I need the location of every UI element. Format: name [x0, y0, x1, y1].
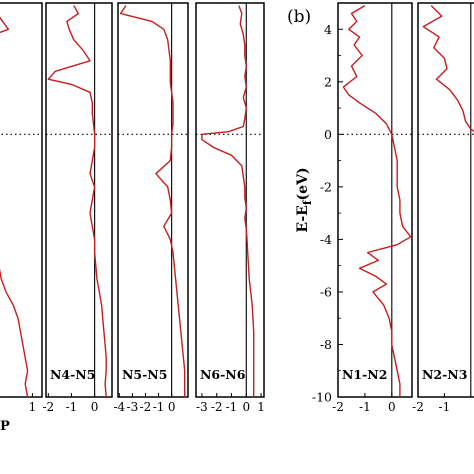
panel-letter: (b)	[287, 7, 311, 27]
panel-frame	[0, 2, 43, 398]
y-tick-label: -10	[312, 390, 332, 405]
x-tick-label: 1	[29, 400, 37, 414]
x-tick-label: -2	[412, 400, 424, 414]
panel-label: N4-N5	[50, 367, 95, 382]
x-axis-label: P	[0, 419, 10, 434]
chart-group-1: -2 -1 0N1-N2-2 -1N2-N3420-2-4-6-8-10E-Ef(eV…	[287, 2, 474, 414]
y-tick-label: -4	[320, 232, 332, 247]
x-tick-label: -4	[113, 400, 125, 414]
x-tick-label: -1	[439, 400, 451, 414]
panel-n1-n2: -2 -1 0 N1-N2	[332, 2, 413, 414]
y-tick-label: 2	[324, 74, 332, 89]
panel-label: N5-N5	[122, 367, 167, 382]
panel-n3-n4: 01N4	[0, 2, 43, 414]
dos-curve	[0, 16, 29, 398]
x-tick-label: 0	[91, 400, 99, 414]
y-tick-label: 0	[324, 127, 332, 142]
x-tick-label: -1	[226, 400, 238, 414]
x-tick-label: -1	[359, 400, 371, 414]
panel-frame	[417, 2, 474, 398]
x-tick-label: -3	[127, 400, 139, 414]
panel-frame	[195, 2, 265, 398]
y-tick-label: 4	[324, 22, 332, 37]
y-axis-label: E-Ef(eV)	[295, 167, 314, 232]
panel-label: N2-N3	[422, 367, 467, 382]
x-tick-label: -3	[196, 400, 208, 414]
panel-n5-n5: -4 -3 -2 -1 0 N5-N5	[113, 2, 189, 414]
dos-curve	[342, 4, 412, 397]
panel-label: N6-N6	[200, 367, 246, 382]
x-tick-label: -2	[42, 400, 54, 414]
chart-group-0: 01N4-2-10N4-N5-4-3-2-10N5-N5-3-2-101N6-N…	[0, 2, 265, 434]
x-tick-label: 0	[388, 400, 396, 414]
x-tick-label: -2	[140, 400, 152, 414]
panel-n2-n3: -2 -1 N2-N3	[412, 2, 474, 414]
x-tick-label: 0	[242, 400, 250, 414]
panel-frame	[45, 2, 113, 398]
dos-curve	[422, 5, 474, 133]
panel-frame	[117, 2, 189, 398]
dos-curve	[119, 5, 186, 397]
x-tick-label: -2	[332, 400, 344, 414]
dos-curve	[47, 5, 107, 398]
dos-curve	[201, 5, 255, 397]
x-tick-label: -1	[153, 400, 165, 414]
panel-label: N1-N2	[342, 367, 387, 382]
panel-frame	[337, 2, 413, 398]
x-tick-label: 0	[168, 400, 176, 414]
x-tick-label: -2	[211, 400, 223, 414]
x-tick-label: -1	[66, 400, 78, 414]
panel-n6-n6: -3 -2 -1 0 1 N6-N6	[195, 2, 265, 414]
y-tick-label: -8	[320, 337, 332, 352]
y-tick-label: -2	[320, 179, 332, 194]
panel-n4-n5: -2 -1 0 N4-N5	[42, 2, 113, 414]
x-tick-label: 1	[257, 400, 265, 414]
y-tick-label: -6	[320, 284, 332, 299]
